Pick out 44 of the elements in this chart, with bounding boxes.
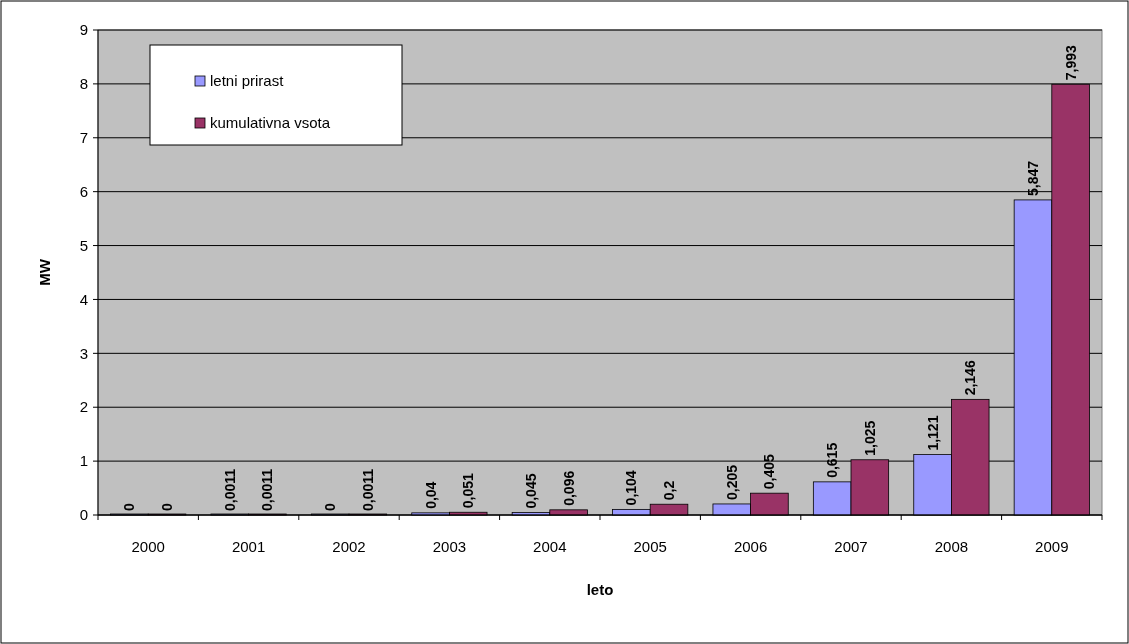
- data-label: 0,0011: [359, 468, 376, 511]
- data-label: 0,205: [723, 464, 740, 500]
- data-label: 7,993: [1062, 45, 1079, 81]
- data-label: 0,615: [824, 442, 841, 478]
- y-tick-label: 4: [79, 290, 88, 308]
- y-tick-label: 9: [79, 21, 88, 39]
- x-tick-label: 2009: [1035, 538, 1069, 555]
- data-label: 0,405: [761, 453, 778, 490]
- y-tick-label: 2: [79, 398, 88, 416]
- data-label: 2,146: [962, 360, 979, 396]
- legend-label: kumulativna vsota: [210, 114, 331, 132]
- data-label: 0,051: [460, 473, 477, 509]
- x-tick-label: 2004: [533, 538, 567, 555]
- data-label: 0,096: [560, 470, 577, 506]
- y-tick-label: 0: [79, 506, 88, 524]
- y-tick-label: 1: [79, 452, 88, 470]
- data-label: 1,025: [861, 420, 878, 456]
- data-label: 0,045: [522, 473, 539, 509]
- data-label: 0: [322, 503, 339, 511]
- data-label: 5,847: [1024, 160, 1041, 196]
- y-tick-label: 3: [79, 344, 88, 362]
- x-tick-label: 2003: [432, 538, 467, 555]
- data-label: 0,04: [422, 481, 439, 509]
- data-label: 0: [159, 503, 176, 511]
- x-tick-label: 2000: [131, 538, 165, 555]
- y-axis-title: MW: [36, 258, 53, 286]
- x-tick-label: 2001: [231, 538, 266, 555]
- data-label: 0,104: [623, 470, 640, 506]
- x-tick-label: 2006: [733, 538, 768, 555]
- data-label: 0: [121, 503, 138, 511]
- legend-label: letni prirast: [210, 72, 285, 90]
- data-label: 0,0011: [259, 468, 276, 511]
- x-tick-label: 2002: [332, 538, 366, 555]
- x-tick-label: 2005: [633, 538, 667, 555]
- y-tick-label: 7: [79, 129, 88, 147]
- x-tick-label: 2008: [934, 538, 969, 555]
- x-tick-label: 2007: [834, 538, 868, 555]
- y-tick-label: 8: [79, 75, 88, 93]
- data-label: 1,121: [924, 415, 941, 451]
- y-tick-label: 5: [79, 236, 88, 254]
- data-label: 0,0011: [221, 468, 238, 511]
- x-axis-title: leto: [586, 581, 614, 598]
- data-label: 0,2: [661, 480, 678, 501]
- y-tick-label: 6: [79, 182, 88, 200]
